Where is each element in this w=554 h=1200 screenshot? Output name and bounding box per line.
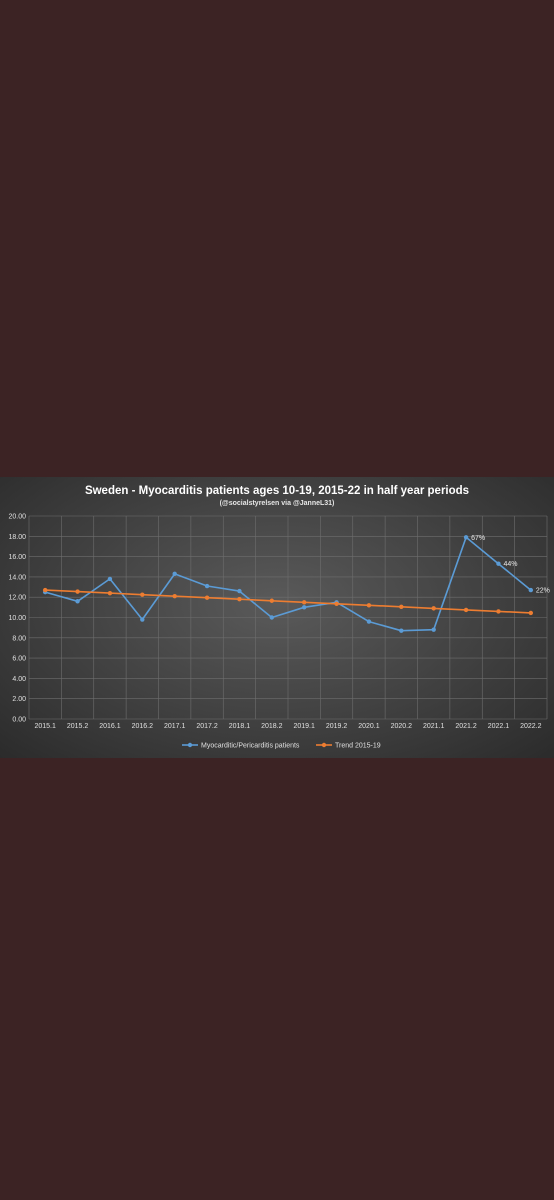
data-point (301, 605, 307, 610)
data-point (334, 601, 339, 606)
data-point (301, 600, 307, 605)
y-tick-label: 2.00 (12, 696, 26, 703)
x-tick-label: 2017.2 (196, 723, 218, 730)
y-tick-label: 14.00 (8, 574, 26, 581)
y-tick-label: 10.00 (8, 615, 26, 622)
x-tick-label: 2020.2 (391, 723, 413, 730)
data-point (107, 576, 113, 582)
x-tick-label: 2015.1 (34, 723, 56, 730)
x-tick-label: 2017.1 (164, 723, 186, 730)
x-tick-label: 2021.2 (455, 723, 477, 730)
x-tick-label: 2020.1 (358, 723, 380, 730)
y-tick-label: 20.00 (8, 514, 26, 521)
data-point (366, 603, 372, 608)
legend-label: Trend 2015-19 (335, 743, 381, 750)
data-point (431, 627, 436, 632)
data-point (399, 628, 404, 633)
chart-panel: Sweden - Myocarditis patients ages 10-19… (0, 477, 554, 758)
series-line-trend (45, 589, 531, 614)
data-label: 67% (471, 535, 485, 542)
legend-marker (187, 742, 193, 748)
data-label: 22% (536, 588, 550, 595)
y-tick-label: 16.00 (8, 554, 26, 561)
data-point (42, 587, 48, 593)
x-tick-label: 2021.1 (423, 723, 445, 730)
data-point (204, 595, 210, 600)
chart-subtitle: (@socialstyrelsen via @JanneL31) (219, 500, 335, 507)
y-tick-label: 18.00 (8, 534, 26, 541)
data-point (75, 599, 80, 604)
y-tick-label: 4.00 (12, 676, 26, 683)
x-tick-label: 2015.2 (67, 723, 89, 730)
x-tick-label: 2018.2 (261, 723, 283, 730)
y-tick-label: 12.00 (8, 595, 26, 602)
data-point (204, 583, 210, 589)
data-point (269, 598, 275, 603)
data-point (399, 604, 404, 610)
y-tick-label: 6.00 (12, 656, 26, 663)
legend-label: Myocarditic/Pericarditis patients (201, 743, 300, 750)
chart-title: Sweden - Myocarditis patients ages 10-19… (84, 485, 470, 497)
data-point (140, 617, 145, 622)
data-point (496, 561, 501, 566)
x-tick-label: 2016.1 (99, 723, 121, 730)
data-point (463, 607, 469, 613)
legend-marker (321, 742, 327, 748)
data-label: 44% (503, 561, 517, 568)
x-tick-label: 2022.2 (520, 723, 542, 730)
series-line-myocarditis (44, 536, 532, 632)
data-point (172, 593, 177, 599)
x-tick-label: 2016.2 (132, 723, 154, 730)
data-point (172, 571, 177, 577)
y-tick-label: 8.00 (12, 635, 26, 642)
data-point (528, 610, 534, 616)
x-tick-label: 2018.1 (229, 723, 251, 730)
data-point (431, 606, 436, 611)
data-point (366, 619, 372, 624)
x-tick-label: 2019.1 (293, 723, 315, 730)
x-tick-label: 2019.2 (326, 723, 348, 730)
data-point (75, 589, 80, 594)
data-point (140, 592, 145, 597)
x-tick-label: 2022.1 (488, 723, 510, 730)
data-point (269, 615, 275, 620)
data-point (237, 588, 242, 594)
data-point (237, 597, 242, 602)
data-point (528, 587, 534, 593)
data-point (463, 535, 469, 540)
line-chart: 0.00 2.00 4.00 6.00 8.00 10.00 12.00 14.00 16.00… (8, 514, 550, 750)
y-tick-label: 0.00 (12, 717, 26, 724)
data-point (496, 609, 501, 614)
data-point (107, 590, 113, 596)
